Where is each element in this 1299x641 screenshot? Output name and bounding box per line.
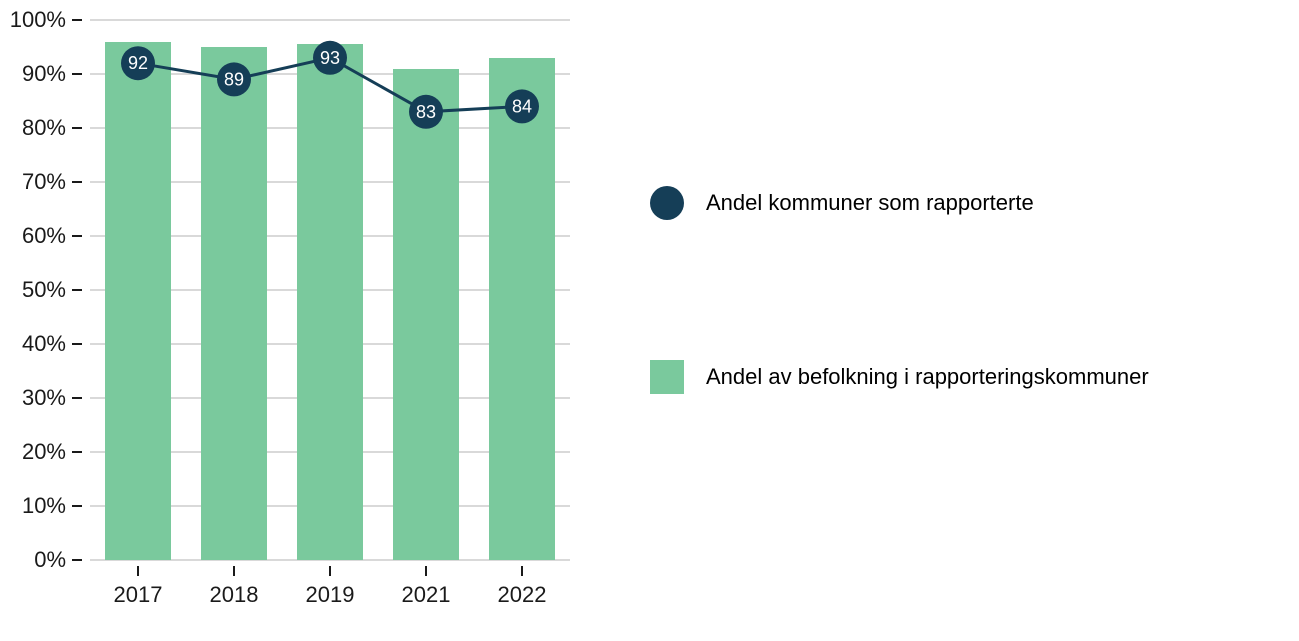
bar-slot: 2022 <box>474 20 570 560</box>
chart-container: 0%10%20%30%40%50%60%70%80%90%100% 201720… <box>0 0 1299 641</box>
legend-item-line: Andel kommuner som rapporterte <box>650 186 1149 220</box>
x-tick-label: 2019 <box>306 582 355 608</box>
x-tick-mark <box>521 566 523 576</box>
bar <box>201 47 266 560</box>
y-tick-label: 70% <box>22 169 90 195</box>
x-tick-label: 2017 <box>114 582 163 608</box>
x-tick-label: 2022 <box>498 582 547 608</box>
y-tick-label: 80% <box>22 115 90 141</box>
x-tick-label: 2018 <box>210 582 259 608</box>
x-tick-mark <box>233 566 235 576</box>
y-tick-label: 30% <box>22 385 90 411</box>
x-tick-mark <box>329 566 331 576</box>
y-tick-label: 10% <box>22 493 90 519</box>
y-tick-label: 0% <box>34 547 90 573</box>
y-tick-label: 50% <box>22 277 90 303</box>
legend-label-line: Andel kommuner som rapporterte <box>706 190 1034 216</box>
bar <box>393 69 458 560</box>
bar-slot: 2021 <box>378 20 474 560</box>
bar-slot: 2019 <box>282 20 378 560</box>
bar-slot: 2018 <box>186 20 282 560</box>
x-tick-label: 2021 <box>402 582 451 608</box>
bar <box>489 58 554 560</box>
bar-group: 20172018201920212022 <box>90 20 570 560</box>
bar <box>297 44 362 560</box>
x-tick-mark <box>137 566 139 576</box>
bar <box>105 42 170 560</box>
legend-item-bar: Andel av befolkning i rapporteringskommu… <box>650 360 1149 394</box>
y-tick-label: 60% <box>22 223 90 249</box>
legend-label-bar: Andel av befolkning i rapporteringskommu… <box>706 364 1149 390</box>
y-tick-label: 40% <box>22 331 90 357</box>
y-tick-label: 20% <box>22 439 90 465</box>
legend-marker-square <box>650 360 684 394</box>
legend-marker-circle <box>650 186 684 220</box>
bar-slot: 2017 <box>90 20 186 560</box>
y-tick-label: 100% <box>10 7 90 33</box>
x-tick-mark <box>425 566 427 576</box>
y-tick-label: 90% <box>22 61 90 87</box>
legend: Andel kommuner som rapporterte Andel av … <box>650 20 1149 560</box>
plot-area: 0%10%20%30%40%50%60%70%80%90%100% 201720… <box>90 20 570 560</box>
